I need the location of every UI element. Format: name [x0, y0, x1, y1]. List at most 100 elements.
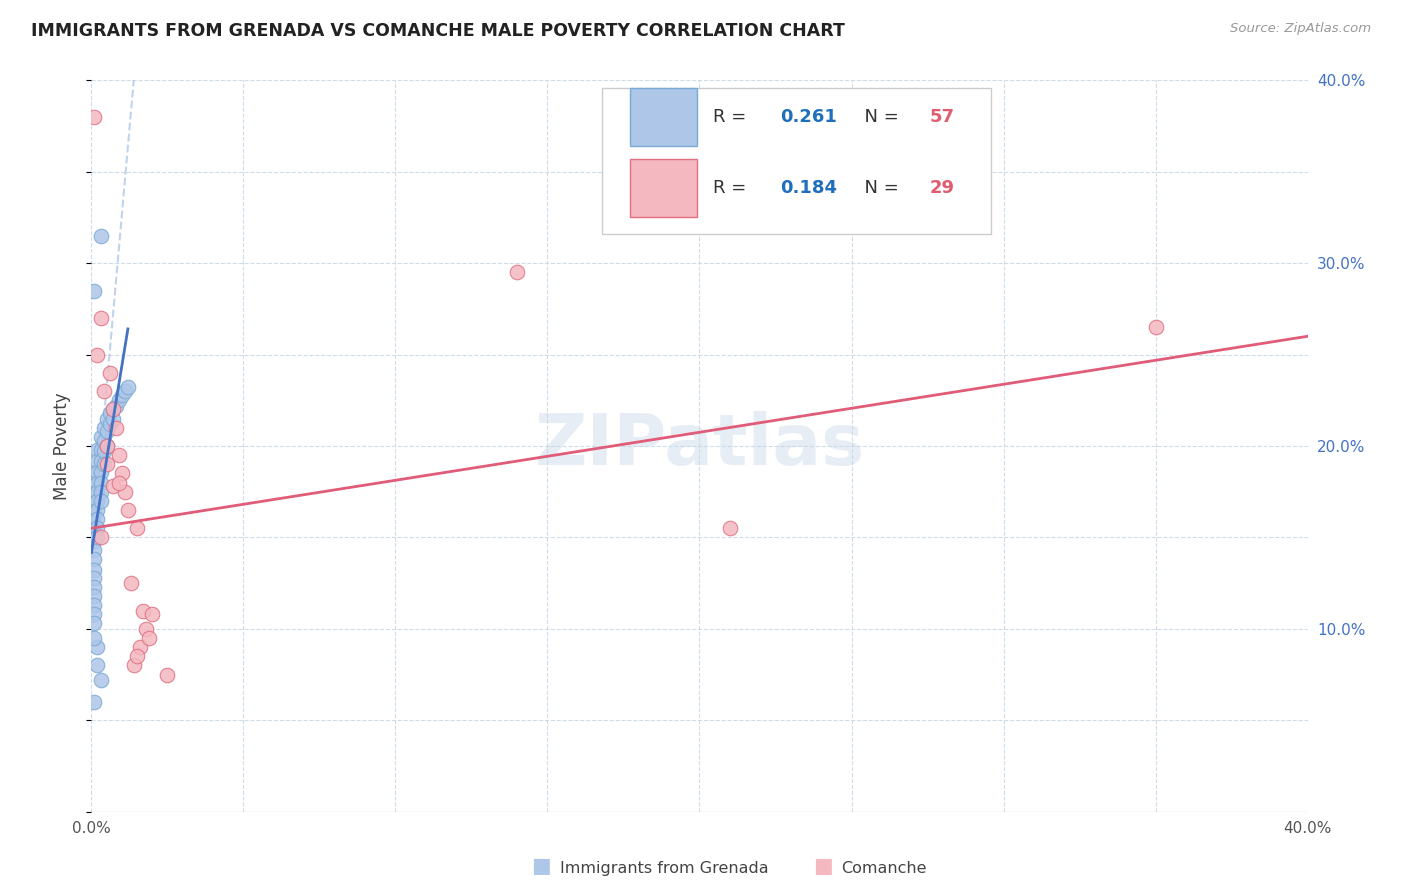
Point	[83, 580, 105, 594]
Point	[89, 310, 111, 325]
Text: ZIPatlas: ZIPatlas	[534, 411, 865, 481]
Point	[83, 498, 105, 512]
Point	[89, 475, 111, 490]
Text: N =: N =	[852, 108, 904, 126]
Point	[83, 110, 105, 124]
Point	[96, 439, 118, 453]
Point	[86, 530, 108, 544]
Point	[107, 393, 129, 408]
Point	[156, 667, 179, 681]
Point	[125, 649, 148, 664]
Point	[83, 552, 105, 566]
Text: 0.184: 0.184	[780, 178, 837, 197]
Point	[114, 384, 136, 398]
Point	[98, 366, 121, 380]
Point	[101, 402, 124, 417]
Point	[138, 631, 160, 645]
Point	[101, 479, 124, 493]
Point	[86, 453, 108, 467]
Point	[83, 607, 105, 622]
Point	[132, 603, 155, 617]
FancyBboxPatch shape	[602, 87, 991, 234]
Point	[135, 622, 157, 636]
Point	[83, 563, 105, 577]
Point	[117, 503, 139, 517]
Point	[111, 467, 134, 481]
Y-axis label: Male Poverty: Male Poverty	[52, 392, 70, 500]
Point	[93, 444, 115, 458]
Text: N =: N =	[852, 178, 904, 197]
Point	[93, 434, 115, 448]
Point	[98, 417, 121, 431]
Text: ■: ■	[813, 856, 832, 876]
Text: Immigrants from Grenada: Immigrants from Grenada	[560, 861, 768, 876]
Point	[83, 479, 105, 493]
Point	[107, 475, 129, 490]
Text: Comanche: Comanche	[841, 861, 927, 876]
Point	[89, 494, 111, 508]
Point	[86, 658, 108, 673]
Point	[96, 411, 118, 425]
Point	[86, 347, 108, 362]
Point	[83, 598, 105, 612]
Point	[89, 453, 111, 467]
Point	[86, 503, 108, 517]
Text: ■: ■	[531, 856, 551, 876]
Text: Source: ZipAtlas.com: Source: ZipAtlas.com	[1230, 22, 1371, 36]
Point	[125, 521, 148, 535]
Point	[101, 402, 124, 417]
Point	[101, 411, 124, 425]
Text: R =: R =	[713, 178, 752, 197]
Point	[93, 384, 115, 398]
Text: 29: 29	[929, 178, 955, 197]
Point	[129, 640, 152, 655]
Point	[83, 616, 105, 631]
Point	[83, 571, 105, 585]
FancyBboxPatch shape	[630, 87, 697, 146]
Point	[86, 475, 108, 490]
Point	[86, 494, 108, 508]
Point	[89, 430, 111, 444]
Point	[83, 534, 105, 549]
Point	[117, 380, 139, 394]
Point	[96, 457, 118, 471]
Point	[96, 439, 118, 453]
Point	[122, 658, 145, 673]
Point	[83, 284, 105, 298]
Point	[506, 265, 529, 279]
Point	[107, 448, 129, 462]
Point	[93, 421, 115, 435]
Point	[89, 673, 111, 687]
Point	[83, 467, 105, 481]
Text: IMMIGRANTS FROM GRENADA VS COMANCHE MALE POVERTY CORRELATION CHART: IMMIGRANTS FROM GRENADA VS COMANCHE MALE…	[31, 22, 845, 40]
FancyBboxPatch shape	[630, 159, 697, 217]
Point	[89, 530, 111, 544]
Point	[89, 465, 111, 479]
Point	[104, 399, 127, 413]
Point	[86, 640, 108, 655]
Point	[83, 524, 105, 539]
Point	[83, 695, 105, 709]
Point	[96, 425, 118, 439]
Point	[141, 607, 163, 622]
Text: 57: 57	[929, 108, 955, 126]
Point	[98, 406, 121, 420]
Point	[89, 442, 111, 457]
Text: R =: R =	[713, 108, 752, 126]
Point	[120, 576, 142, 591]
Point	[114, 484, 136, 499]
Point	[83, 543, 105, 558]
Point	[83, 507, 105, 521]
Point	[89, 228, 111, 243]
Point	[86, 465, 108, 479]
Point	[83, 631, 105, 645]
Point	[1144, 320, 1167, 334]
Point	[86, 521, 108, 535]
Point	[111, 388, 134, 402]
Point	[83, 589, 105, 603]
Point	[104, 421, 127, 435]
Point	[86, 512, 108, 526]
Point	[86, 442, 108, 457]
Point	[83, 490, 105, 504]
Point	[89, 484, 111, 499]
